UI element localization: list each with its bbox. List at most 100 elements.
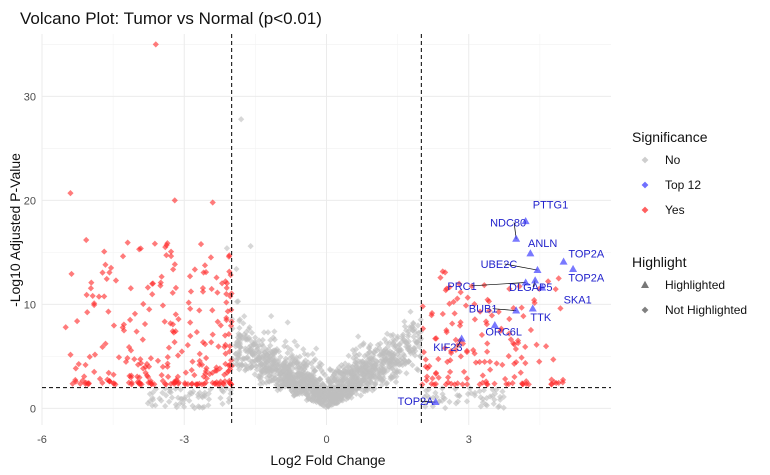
data-point [448, 349, 455, 357]
data-point [354, 365, 361, 372]
data-point [278, 364, 286, 371]
data-point [225, 330, 232, 338]
data-point [177, 395, 184, 402]
data-point [84, 309, 91, 316]
data-point [164, 353, 171, 361]
data-point [167, 320, 174, 327]
data-point [172, 401, 179, 408]
data-point [449, 320, 456, 327]
data-point [235, 352, 242, 359]
data-point [112, 277, 120, 284]
data-point [306, 389, 313, 396]
data-point [165, 373, 172, 380]
data-point [468, 283, 475, 290]
data-point [495, 308, 502, 315]
data-point [188, 381, 195, 388]
data-point [399, 361, 406, 369]
data-point [67, 190, 74, 197]
data-point [394, 335, 401, 342]
data-point [454, 392, 461, 399]
data-point [545, 278, 552, 285]
data-point [196, 404, 203, 411]
data-point [361, 368, 368, 376]
data-point [483, 321, 490, 328]
data-point [442, 404, 449, 412]
data-point [287, 377, 294, 385]
data-point [439, 385, 446, 392]
legend-key [641, 306, 649, 314]
data-point [405, 357, 412, 365]
data-point [252, 340, 259, 348]
data-point [263, 379, 270, 386]
highlighted-gene-marker [533, 265, 542, 273]
data-point [358, 367, 365, 374]
data-point [303, 363, 310, 370]
data-point [396, 345, 403, 352]
data-point [105, 308, 112, 315]
data-point [400, 331, 407, 338]
data-point [403, 343, 410, 350]
data-point [162, 381, 170, 388]
data-point [497, 393, 504, 401]
data-point [213, 274, 220, 281]
data-point [499, 388, 506, 395]
data-point [344, 369, 351, 376]
data-point [511, 373, 518, 381]
data-point [422, 363, 429, 370]
data-point [511, 341, 518, 348]
data-point [368, 369, 375, 376]
data-point [258, 360, 265, 367]
data-point [128, 372, 135, 379]
data-point [348, 389, 356, 397]
data-point [454, 341, 461, 349]
data-point [289, 365, 296, 372]
data-point [340, 364, 347, 371]
data-point [376, 373, 383, 381]
data-point [264, 329, 272, 336]
data-point [191, 405, 198, 412]
legend-key [641, 181, 649, 189]
data-point [447, 357, 454, 364]
data-point [240, 320, 247, 327]
data-point [149, 280, 157, 287]
highlighted-gene-marker [559, 257, 568, 265]
gene-label: PRC1 [447, 281, 476, 293]
data-point [105, 369, 112, 376]
data-point [486, 307, 493, 314]
data-point [224, 308, 231, 315]
data-point [463, 398, 471, 405]
data-point [301, 377, 308, 384]
data-point [304, 370, 311, 377]
data-point [242, 361, 249, 368]
data-point [221, 332, 229, 339]
data-point [421, 393, 428, 401]
data-point [197, 241, 205, 248]
data-point [505, 352, 512, 360]
data-point [293, 390, 300, 398]
data-point [322, 391, 329, 399]
label-connector [471, 282, 526, 287]
data-point [106, 378, 113, 385]
data-point [167, 248, 175, 255]
data-point [161, 318, 168, 325]
data-point [471, 316, 479, 323]
data-point [125, 343, 133, 351]
annotation-connectors [421, 222, 538, 403]
highlighted-gene-marker [457, 334, 466, 342]
data-point [128, 379, 135, 386]
data-point [215, 343, 222, 350]
data-point [255, 350, 262, 357]
data-point [268, 367, 276, 375]
data-point [79, 377, 86, 384]
data-point [522, 343, 529, 350]
data-point [352, 368, 359, 376]
data-point [268, 312, 275, 320]
data-point [344, 376, 351, 383]
data-point [138, 381, 145, 388]
data-point [284, 349, 291, 357]
data-point [479, 395, 486, 403]
data-point [415, 333, 422, 340]
data-point [470, 347, 477, 354]
data-point [480, 387, 487, 394]
data-point [325, 376, 332, 383]
